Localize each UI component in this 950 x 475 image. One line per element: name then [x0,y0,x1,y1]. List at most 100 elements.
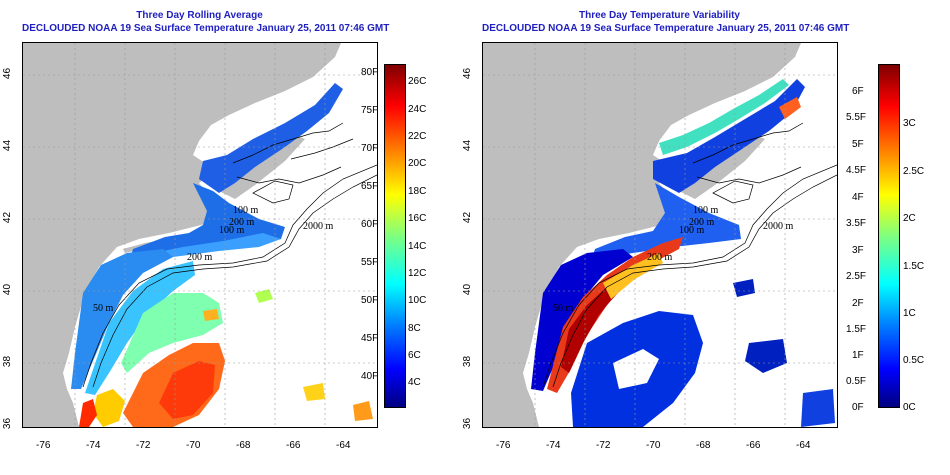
x-tick: -68 [696,440,711,451]
right-map: 2000 m 100 m 200 m 100 m 200 m 50 m [482,42,838,428]
y-tick: 44 [2,139,14,152]
y-tick: 40 [2,283,14,296]
cbar-f-label: 45F [361,333,379,344]
x-tick: -74 [546,440,561,451]
y-tick: 44 [462,139,474,152]
contour-label: 50 m [93,303,114,314]
cbar-f-label: 0.5F [846,376,867,387]
cbar-c-label: 8C [408,323,421,334]
cbar-c-label: 2.5C [903,166,925,177]
cbar-c-label: 26C [408,76,427,87]
land-mass [23,43,341,427]
y-tick: 36 [2,417,14,430]
isobaths [542,122,837,388]
cbar-f-label: 6F [852,86,864,97]
cbar-c-label: 0.5C [903,355,925,366]
offshore-patch-var [613,349,659,389]
cbar-f-label: 5F [852,139,864,150]
coastal-var [659,79,789,155]
east-patch-var-2 [745,339,787,373]
cbar-f-label: 75F [361,105,379,116]
cbar-c-label: 1.5C [903,261,925,272]
x-tick: -70 [646,440,661,451]
cbar-f-label: 3.5F [846,218,867,229]
x-tick: -68 [236,440,251,451]
y-tick: 46 [462,67,474,80]
x-tick: -74 [86,440,101,451]
nantucket-shoals-sst [141,233,281,265]
contour-label: 100 m [233,205,259,216]
slope-mid-var [603,253,663,299]
cbar-c-label: 14C [408,241,427,252]
cbar-f-label: 60F [361,219,379,230]
cbar-c-label: 6C [408,350,421,361]
contour-label: 100 m [693,205,719,216]
y-tick: 38 [462,355,474,368]
cbar-f-label: 1.5F [846,324,867,335]
left-map: 2000 m 100 m 200 m 100 m 200 m 50 m [22,42,378,428]
x-tick: -72 [136,440,151,451]
bay-var [779,97,801,119]
x-tick: -70 [186,440,201,451]
cbar-f-label: 2.5F [846,271,867,282]
y-tick: 42 [2,211,14,224]
cbar-f-label: 4F [852,192,864,203]
cbar-c-label: 3C [903,118,916,129]
left-map-svg: 2000 m 100 m 200 m 100 m 200 m 50 m [23,43,377,427]
cbar-f-label: 70F [361,143,379,154]
contour-label: 50 m [553,303,574,314]
cbar-f-label: 40F [361,371,379,382]
gulf-of-maine-var [653,79,805,193]
cbar-f-label: 65F [361,181,379,192]
right-map-svg: 2000 m 100 m 200 m 100 m 200 m 50 m [483,43,837,427]
cbar-c-label: 22C [408,131,427,142]
left-title-line2: DECLOUDED NOAA 19 Sea Surface Temperatur… [22,23,390,34]
left-title-line1: Three Day Rolling Average [136,10,263,21]
cbar-f-label: 80F [361,67,379,78]
x-tick: -64 [336,440,351,451]
x-tick: -76 [496,440,511,451]
cbar-f-label: 1F [852,350,864,361]
graticule [483,43,837,427]
contour-label: 100 m [219,225,245,236]
x-tick: -66 [286,440,301,451]
contour-label: 2000 m [763,221,794,232]
slope-peak-var [561,277,623,373]
slope-warm-sst [121,293,223,373]
contour-label: 200 m [187,252,213,263]
cbar-f-label: 55F [361,257,379,268]
cbar-f-label: 5.5F [846,112,867,123]
cbar-c-label: 16C [408,213,427,224]
gulf-stream-core-sst [159,361,215,419]
patch-sst-2 [303,383,325,401]
nova-scotia-land [679,135,765,199]
contour-label: 200 m [229,217,255,228]
south-warm-sst [93,389,125,427]
cbar-c-label: 18C [408,186,427,197]
y-tick: 36 [462,417,474,430]
land-mass [483,43,801,427]
y-tick: 38 [2,355,14,368]
y-tick: 42 [462,211,474,224]
slope-high-var [547,237,683,393]
y-tick: 46 [2,67,14,80]
cbar-f-label: 4.5F [846,165,867,176]
cbar-c-label: 10C [408,295,427,306]
contour-label: 200 m [647,252,673,263]
contour-label: 200 m [689,217,715,228]
contour-label: 100 m [679,225,705,236]
gulf-of-maine-sst [199,83,343,193]
cbar-c-label: 0C [903,402,916,413]
patch-sst-1 [255,289,273,303]
east-patch-var-1 [733,279,755,297]
x-tick: -66 [746,440,761,451]
patch-sst-4 [203,309,219,321]
cbar-f-label: 50F [361,295,379,306]
cbar-c-label: 2C [903,213,916,224]
x-tick: -76 [36,440,51,451]
cbar-f-label: 2F [852,298,864,309]
contour-label: 2000 m [303,221,334,232]
isobaths [82,122,377,388]
x-tick: -72 [596,440,611,451]
south-warm-core-sst [79,399,97,427]
